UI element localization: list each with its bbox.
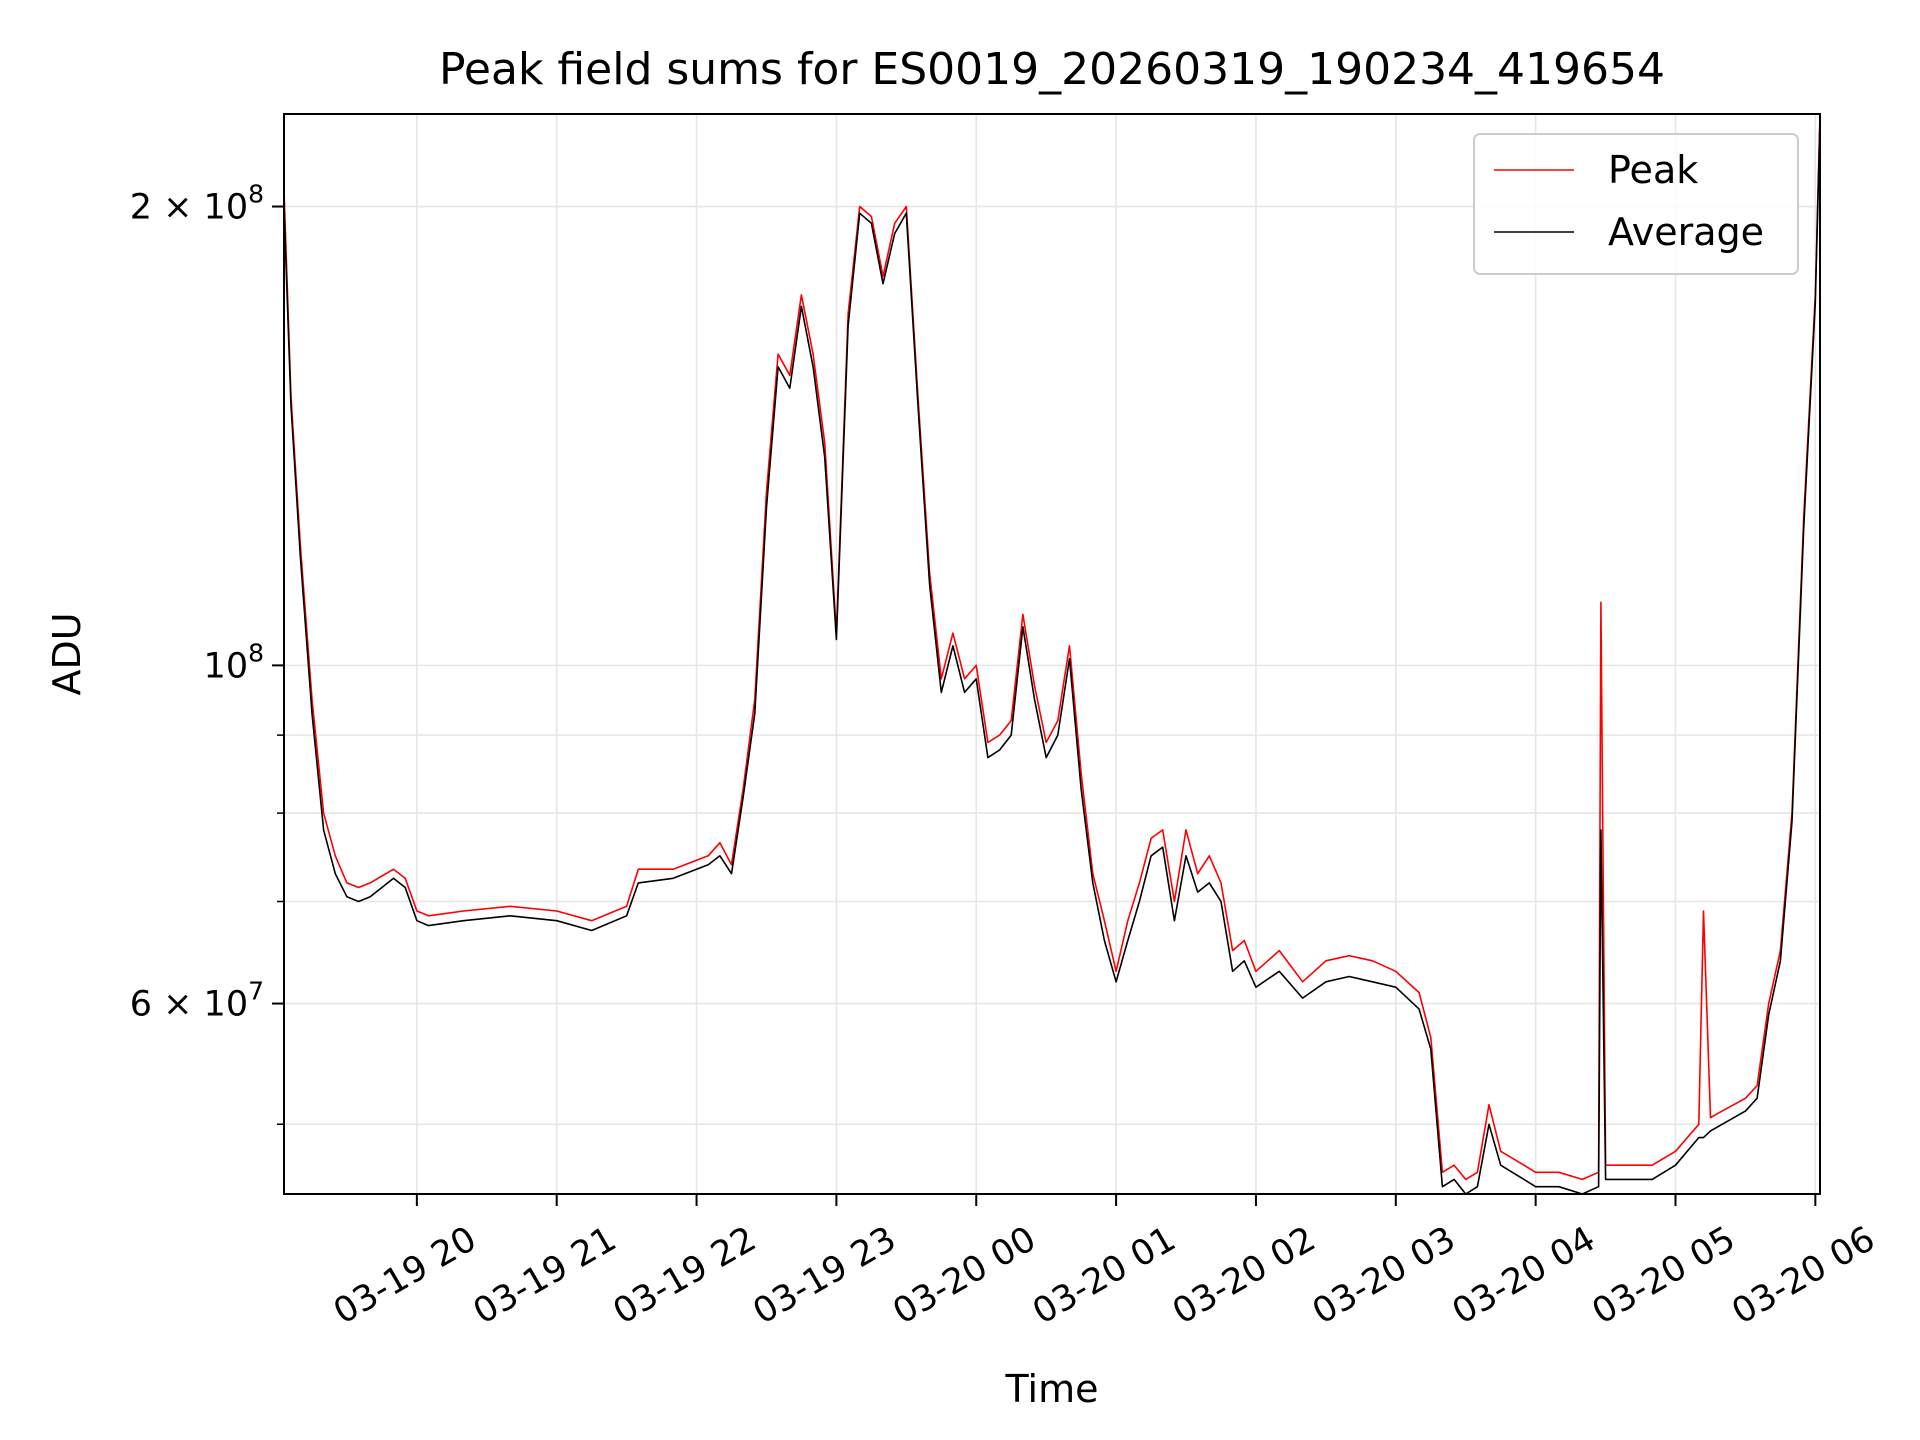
y-tick-label: 2 × 108 [130,180,264,228]
series-layer [284,114,1820,1194]
x-axis-label: Time [1005,1367,1099,1411]
legend-label-peak: Peak [1608,148,1698,192]
grid [284,114,1820,1194]
series-line-average [284,119,1820,1194]
series-line-peak [284,114,1820,1181]
legend-box [1473,133,1799,275]
y-axis-label: ADU [45,612,89,695]
y-tick-label: 6 × 107 [130,977,264,1025]
y-axis: 6 × 107 108 2 × 108 [130,180,284,1126]
plot-frame [283,113,1821,1195]
chart-title: Peak field sums for ES0019_20260319_1902… [439,44,1665,95]
legend: Peak Average [1473,133,1799,275]
y-tick-label: 108 [204,638,264,686]
legend-label-average: Average [1608,210,1764,254]
